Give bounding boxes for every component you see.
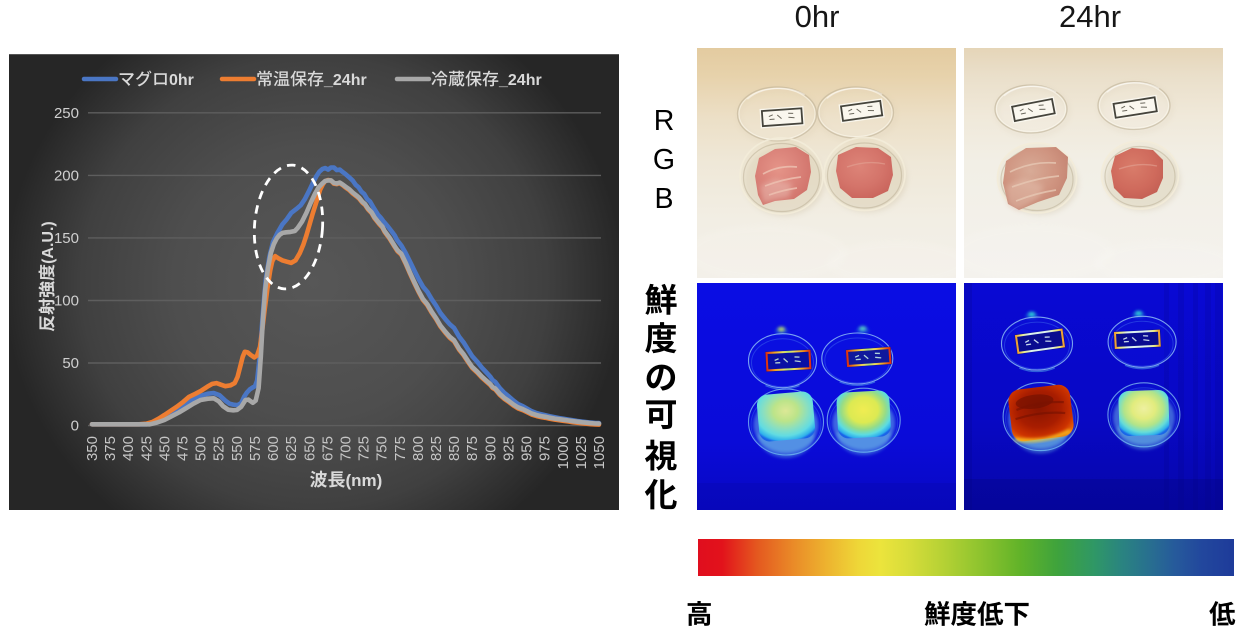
svg-text:650: 650	[301, 436, 318, 461]
svg-text:_24hr: _24hr	[323, 72, 367, 89]
svg-text:600: 600	[265, 436, 282, 461]
svg-text:875: 875	[464, 436, 481, 461]
svg-text:(A.U.): (A.U.)	[40, 221, 57, 264]
svg-text:1050: 1050	[591, 436, 608, 469]
svg-text:775: 775	[392, 436, 409, 461]
svg-text:975: 975	[537, 436, 554, 461]
svg-text:100: 100	[54, 293, 79, 310]
svg-text:525: 525	[211, 436, 228, 461]
svg-text:625: 625	[283, 436, 300, 461]
svg-text:375: 375	[102, 436, 119, 461]
svg-text:0hr: 0hr	[169, 72, 194, 89]
svg-text:575: 575	[247, 436, 264, 461]
svg-text:50: 50	[62, 355, 79, 372]
svg-text:700: 700	[338, 436, 355, 461]
svg-text:150: 150	[54, 230, 79, 247]
svg-text:950: 950	[519, 436, 536, 461]
svg-text:425: 425	[138, 436, 155, 461]
svg-text:350: 350	[84, 436, 101, 461]
svg-text:550: 550	[229, 436, 246, 461]
svg-text:675: 675	[319, 436, 336, 461]
svg-text:400: 400	[120, 436, 137, 461]
svg-text:500: 500	[193, 436, 210, 461]
svg-text:725: 725	[356, 436, 373, 461]
svg-text:800: 800	[410, 436, 427, 461]
svg-text:925: 925	[501, 436, 518, 461]
svg-text:_24hr: _24hr	[498, 72, 542, 89]
svg-text:(nm): (nm)	[346, 471, 383, 490]
svg-text:450: 450	[156, 436, 173, 461]
svg-text:1025: 1025	[573, 436, 590, 469]
svg-text:825: 825	[428, 436, 445, 461]
svg-text:1000: 1000	[555, 436, 572, 469]
svg-text:900: 900	[482, 436, 499, 461]
svg-text:250: 250	[54, 105, 79, 122]
svg-text:850: 850	[446, 436, 463, 461]
svg-text:0: 0	[71, 418, 79, 435]
svg-text:200: 200	[54, 167, 79, 184]
svg-text:475: 475	[175, 436, 192, 461]
svg-text:750: 750	[374, 436, 391, 461]
